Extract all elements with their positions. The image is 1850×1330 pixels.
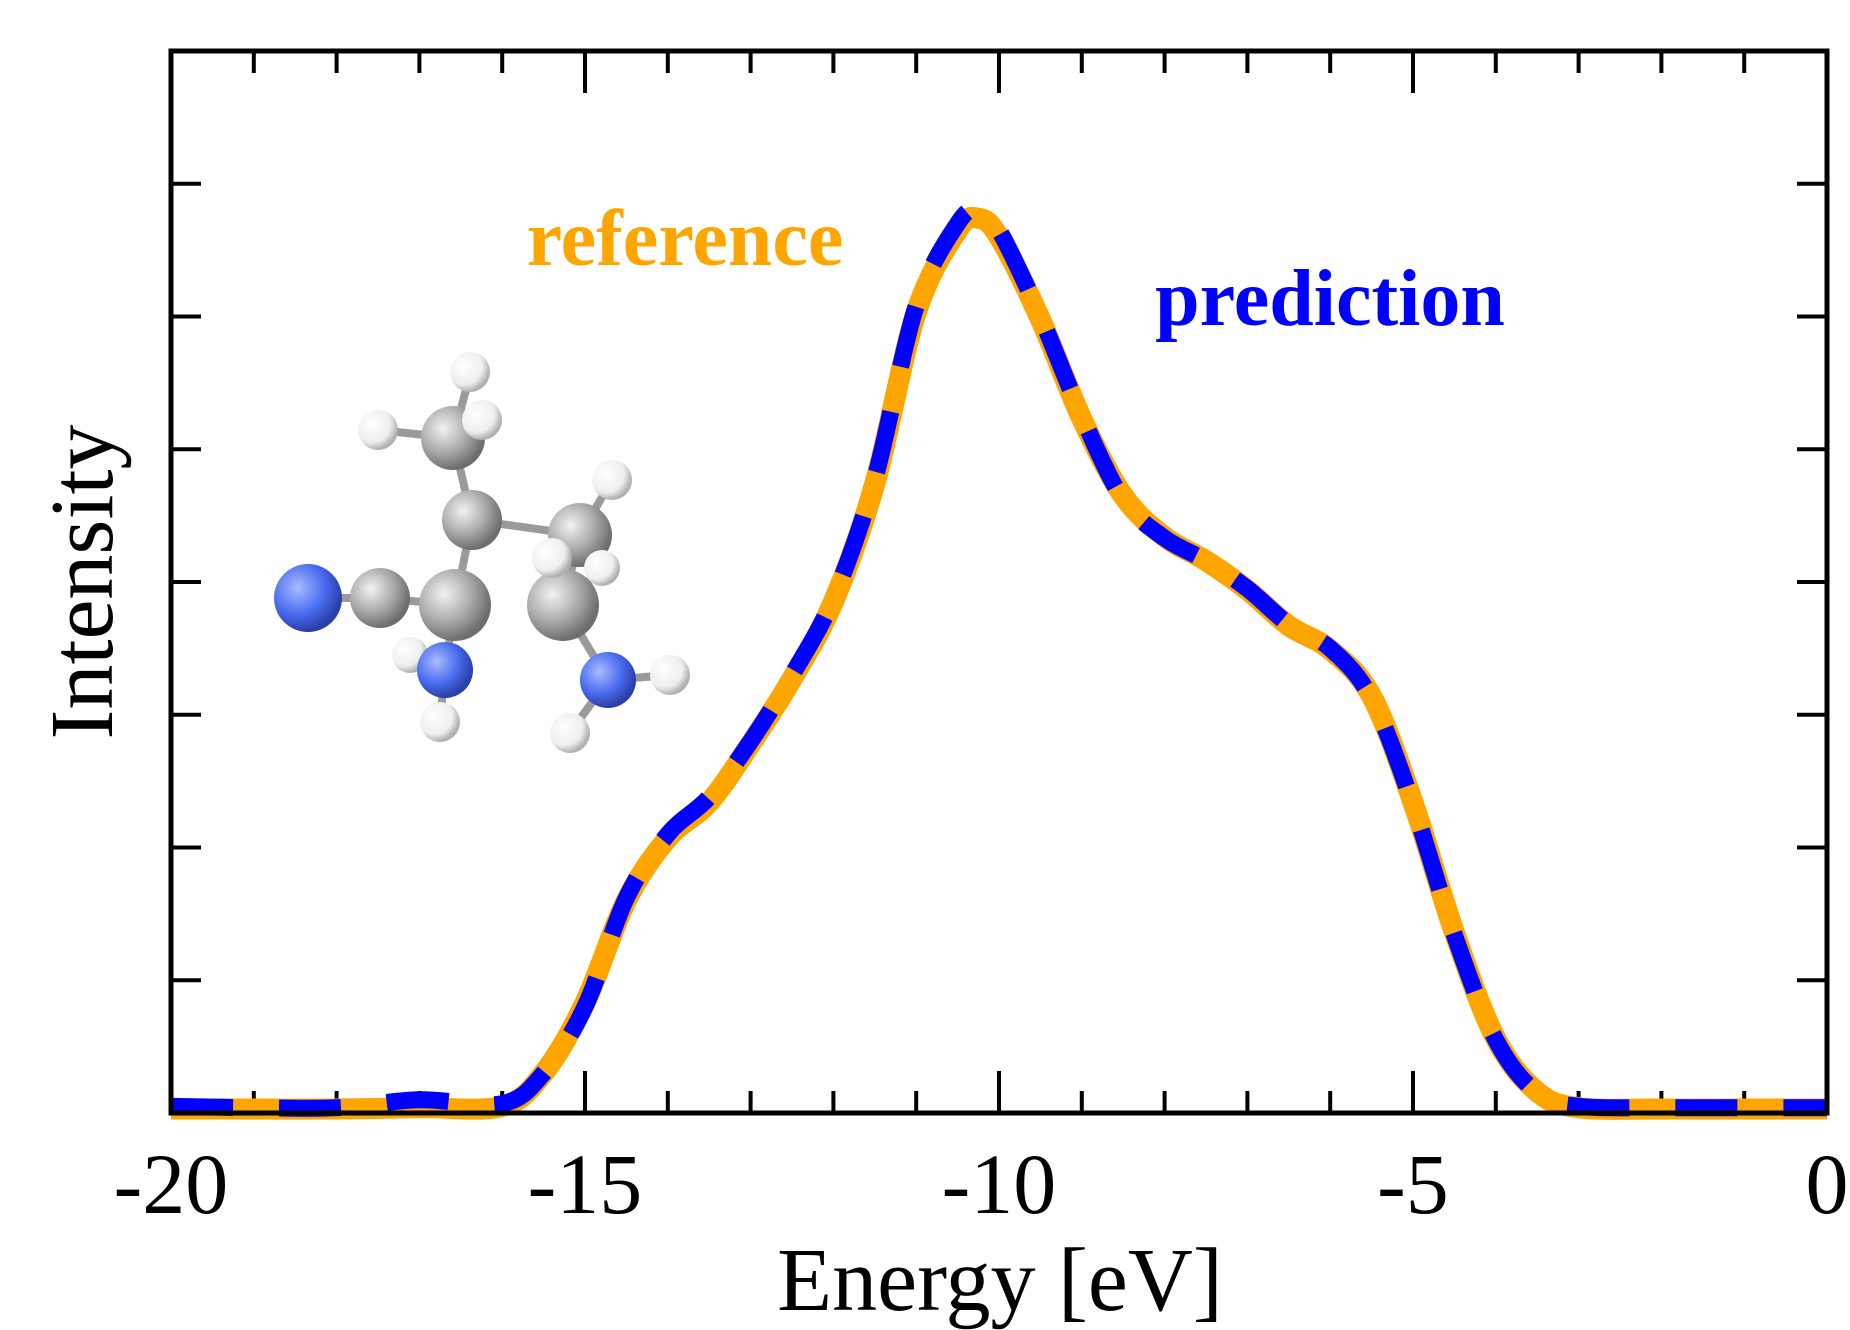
series-label: prediction — [1155, 255, 1505, 343]
page: {"chart_data": {"type": "line", "x_label… — [0, 0, 1850, 1330]
x-tick-label: -10 — [942, 1136, 1057, 1232]
x-axis-title: Energy [eV] — [777, 1231, 1223, 1330]
x-tick-label: -20 — [114, 1136, 229, 1232]
series-label: reference — [527, 195, 844, 283]
chart: Energy [eV] Intensity -20 -15 -10 -5 0 refere… — [0, 0, 1850, 1330]
x-tick-label: 0 — [1806, 1136, 1849, 1232]
x-tick-label: -15 — [528, 1136, 643, 1232]
x-tick-label: -5 — [1377, 1136, 1449, 1232]
plot-frame — [171, 51, 1827, 1113]
molecule-illustration — [274, 352, 690, 753]
y-axis-title: Intensity — [33, 425, 132, 740]
